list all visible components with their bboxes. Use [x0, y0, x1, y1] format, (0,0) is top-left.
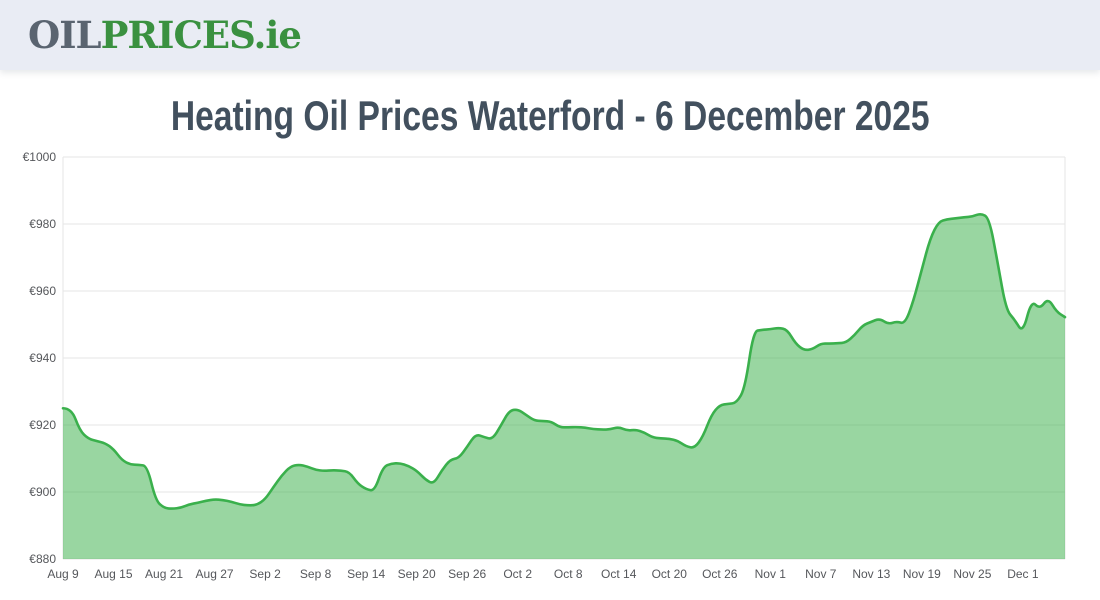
page-title-wrap: Heating Oil Prices Waterford - 6 Decembe… [0, 92, 1100, 140]
x-axis-label: Nov 1 [755, 567, 787, 581]
y-axis-label: €960 [29, 284, 56, 298]
x-axis-label: Oct 2 [503, 567, 532, 581]
y-axis-label: €920 [29, 418, 56, 432]
x-axis-label: Aug 21 [145, 567, 183, 581]
logo-prices-text: PRICES [100, 12, 255, 57]
x-axis-label: Oct 20 [652, 567, 688, 581]
x-axis-label: Nov 13 [852, 567, 890, 581]
price-line [61, 212, 1067, 510]
x-axis-label: Oct 26 [702, 567, 738, 581]
x-axis-label: Sep 8 [300, 567, 332, 581]
logo-oil-text: OIL [28, 12, 102, 57]
x-axis-label: Nov 7 [805, 567, 837, 581]
site-logo[interactable]: OILPRICES.ie [28, 16, 302, 54]
price-area-fill [63, 214, 1065, 559]
x-axis-label: Nov 19 [903, 567, 941, 581]
x-axis-label: Aug 9 [47, 567, 79, 581]
x-axis-label: Sep 14 [347, 567, 385, 581]
logo-ie-text: .ie [253, 12, 302, 57]
site-header: OILPRICES.ie [0, 0, 1100, 70]
x-axis-label: Sep 26 [448, 567, 486, 581]
x-axis-label: Oct 14 [601, 567, 637, 581]
x-axis-label: Nov 25 [953, 567, 991, 581]
x-axis-label: Aug 15 [94, 567, 132, 581]
x-axis-label: Sep 2 [249, 567, 281, 581]
page-title: Heating Oil Prices Waterford - 6 Decembe… [170, 92, 930, 139]
x-axis-label: Oct 8 [554, 567, 583, 581]
y-axis-label: €980 [29, 217, 56, 231]
y-axis-label: €900 [29, 485, 56, 499]
y-axis-label: €1000 [23, 150, 57, 164]
y-axis-label: €940 [29, 351, 56, 365]
x-axis-label: Sep 20 [398, 567, 436, 581]
y-axis-label: €880 [29, 552, 56, 566]
x-axis-label: Dec 1 [1007, 567, 1039, 581]
x-axis-label: Aug 27 [196, 567, 234, 581]
